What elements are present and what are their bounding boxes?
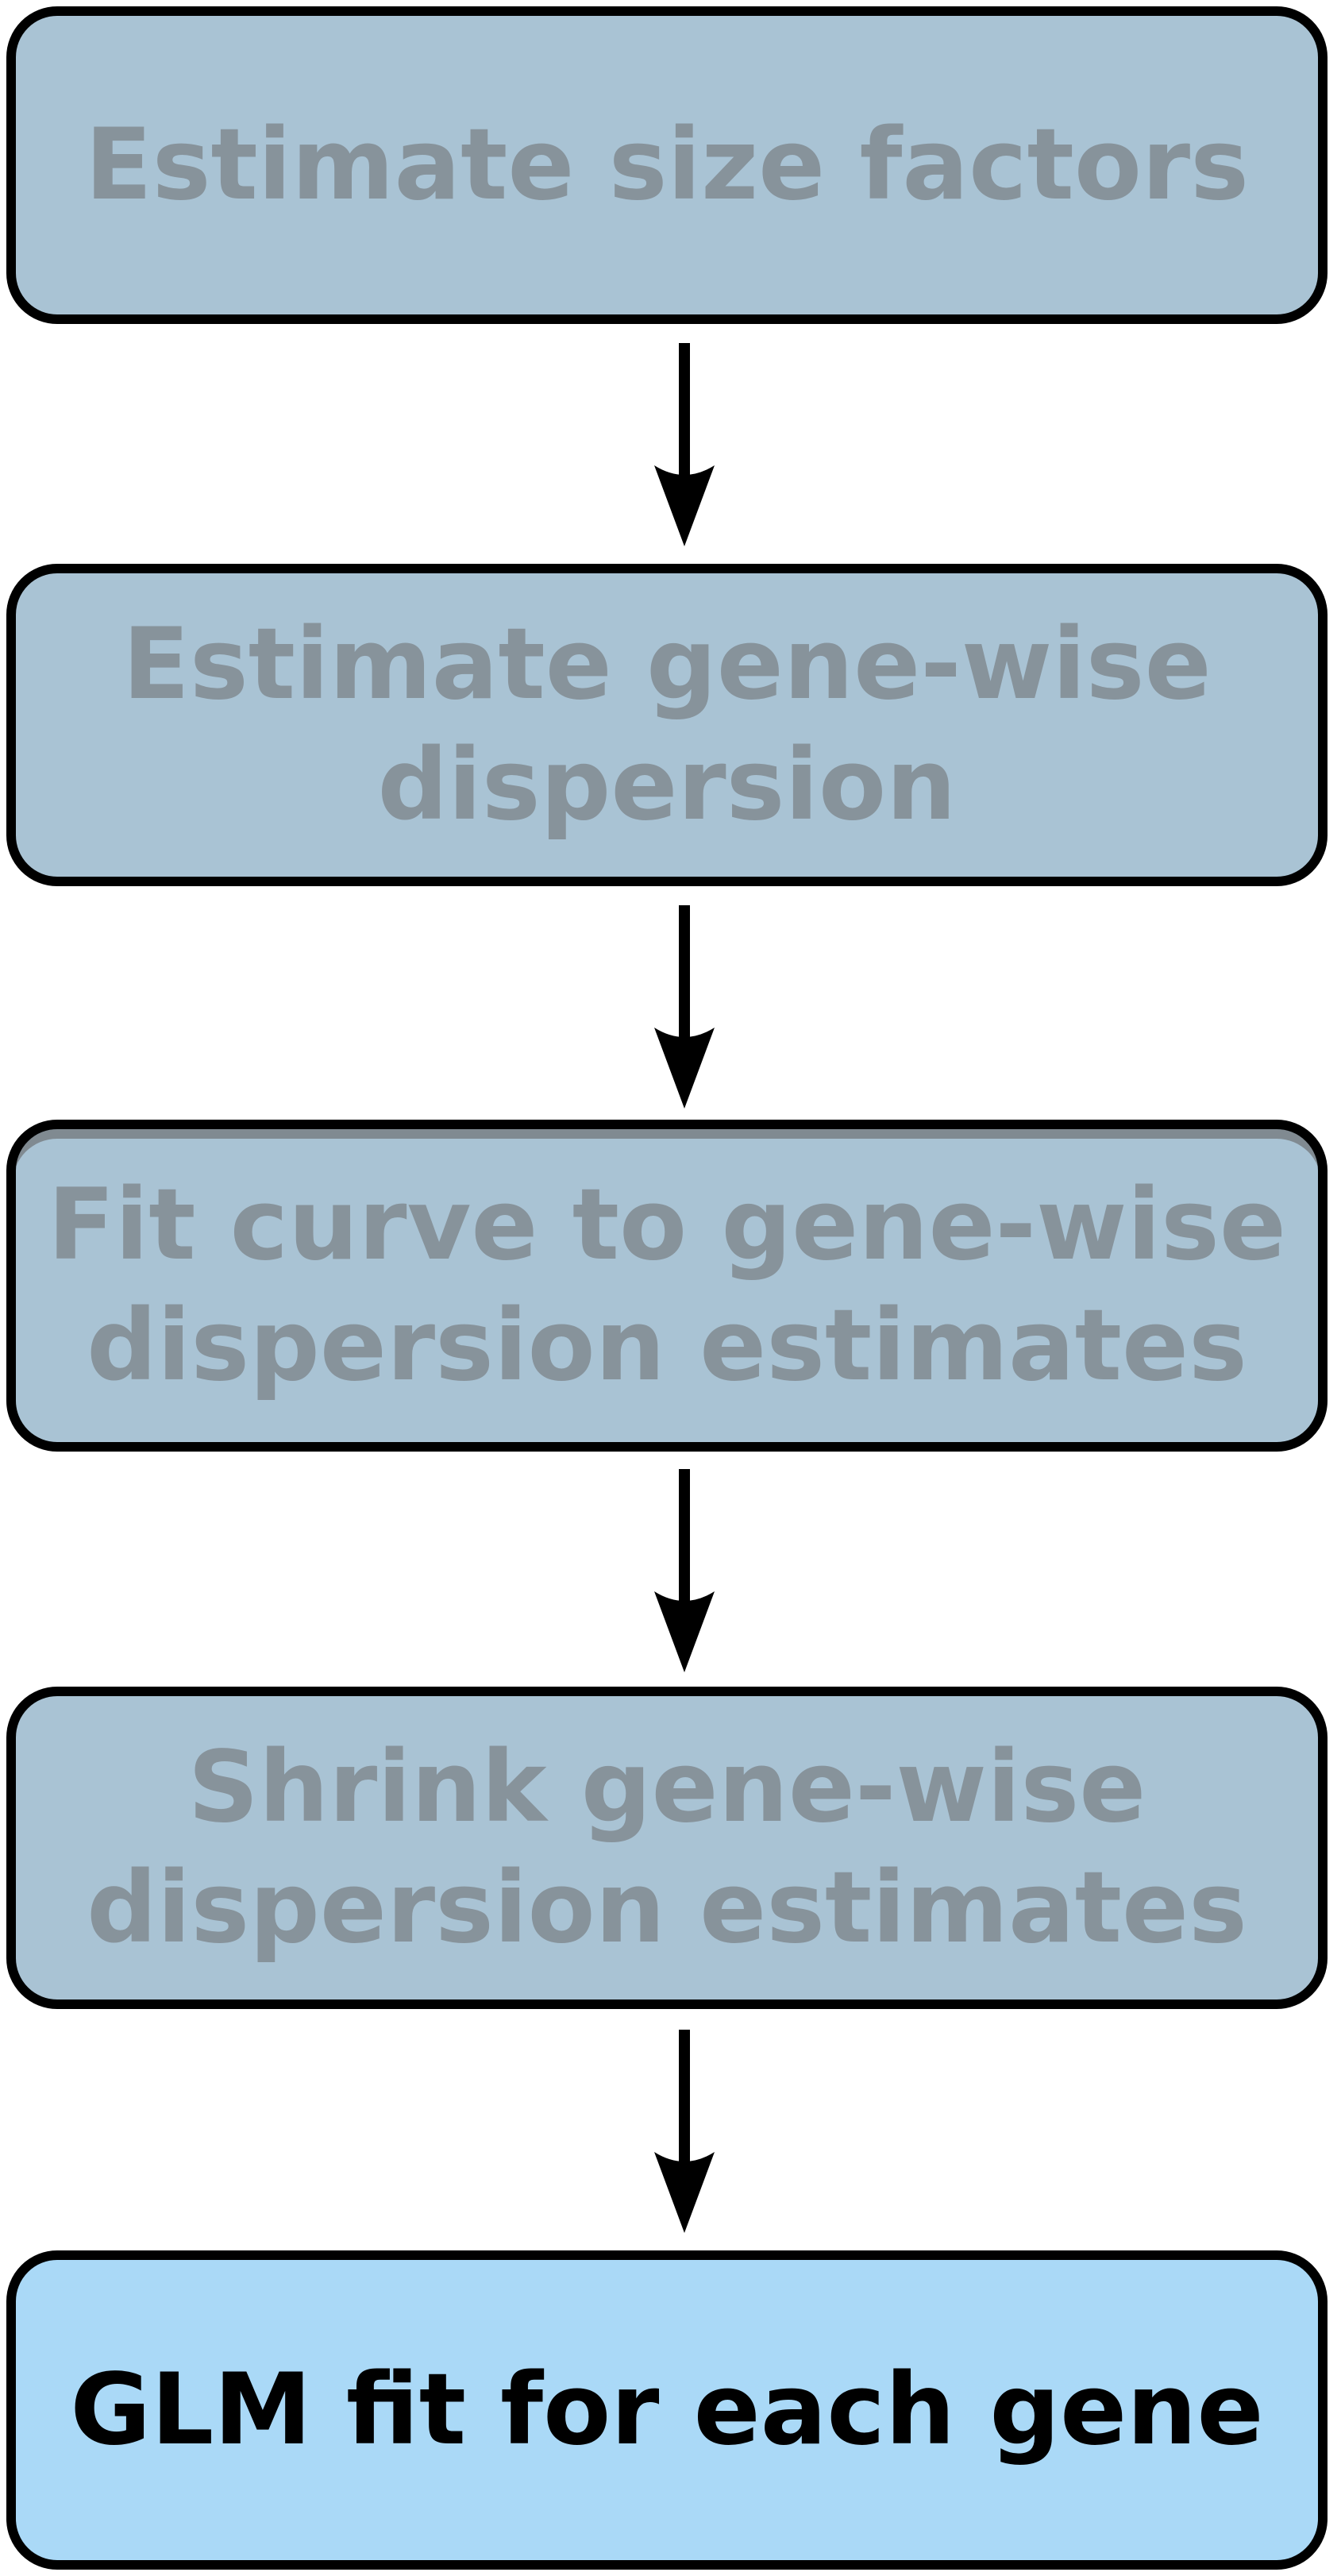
arrow-down-icon <box>654 2030 715 2233</box>
step-label: GLM fit for each gene <box>70 2353 1264 2467</box>
step-label: Estimate size factors <box>84 108 1250 222</box>
step-label: Shrink gene-wise dispersion estimates <box>87 1730 1247 1965</box>
step-glm-fit: GLM fit for each gene <box>6 2250 1328 2570</box>
step-label: Fit curve to gene-wise dispersion estima… <box>48 1168 1286 1403</box>
step-shrink-dispersion-estimates: Shrink gene-wise dispersion estimates <box>6 1687 1328 2009</box>
step-estimate-gene-wise-dispersion: Estimate gene-wise dispersion <box>6 564 1328 886</box>
step-label: Estimate gene-wise dispersion <box>122 607 1212 843</box>
arrow-down-icon <box>654 1469 715 1672</box>
arrow-down-icon <box>654 343 715 546</box>
step-estimate-size-factors: Estimate size factors <box>6 6 1328 324</box>
step-fit-curve: Fit curve to gene-wise dispersion estima… <box>6 1120 1328 1452</box>
arrow-down-icon <box>654 905 715 1109</box>
